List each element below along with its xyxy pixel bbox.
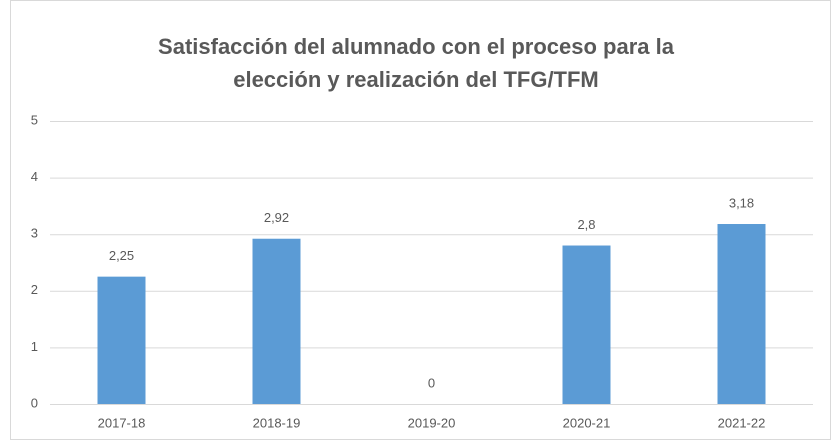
x-tick-label: 2017-18 <box>98 415 146 430</box>
y-tick-label: 5 <box>31 112 38 127</box>
y-tick-label: 2 <box>31 282 38 297</box>
data-label: 2,8 <box>577 217 595 232</box>
data-label: 0 <box>428 375 435 390</box>
y-tick-label: 1 <box>31 339 38 354</box>
x-tick-label: 2021-22 <box>718 415 766 430</box>
y-tick-label: 4 <box>31 169 38 184</box>
chart-border <box>10 0 831 440</box>
x-tick-label: 2019-20 <box>408 415 456 430</box>
y-tick-label: 0 <box>31 395 38 410</box>
data-label: 2,25 <box>109 248 134 263</box>
data-label: 2,92 <box>264 210 289 225</box>
bar <box>252 238 301 404</box>
x-tick-label: 2020-21 <box>563 415 611 430</box>
chart-title: Satisfacción del alumnado con el proceso… <box>158 34 674 92</box>
bar <box>562 245 611 404</box>
x-tick-label: 2018-19 <box>253 415 301 430</box>
bar <box>97 276 146 404</box>
bar <box>717 224 766 404</box>
y-tick-label: 3 <box>31 226 38 241</box>
data-label: 3,18 <box>729 195 754 210</box>
